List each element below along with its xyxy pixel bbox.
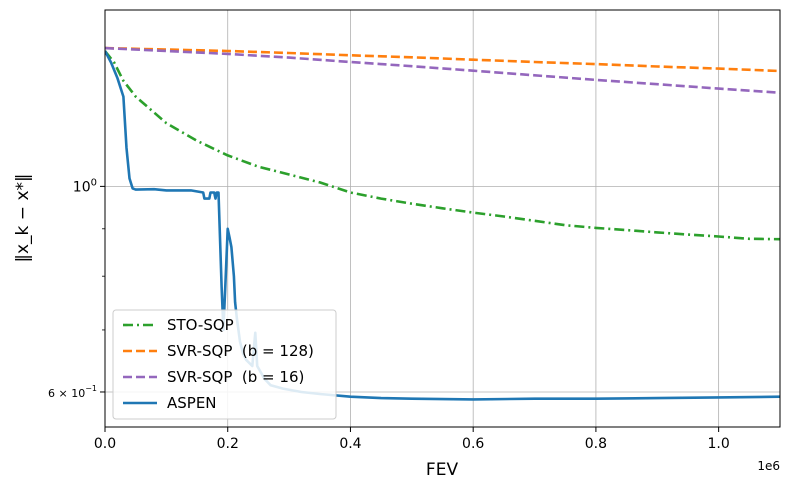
x-offset-label: 1e6 [757, 459, 780, 473]
grid [104, 10, 780, 427]
legend: STO-SQP SVR-SQP (b = 128) SVR-SQP (b = 16)… [112, 309, 337, 420]
x-axis: 0.0 0.2 0.4 0.6 0.8 1.0 [94, 427, 730, 452]
y-axis: 100 6 × 10−1 [48, 177, 105, 400]
series-line-3 [105, 50, 780, 401]
series-layer [105, 46, 780, 401]
x-tick-label: 0.0 [94, 436, 116, 452]
x-tick-label: 0.6 [462, 436, 484, 452]
legend-label-3: ASPEN [167, 394, 217, 412]
y-axis-title: ‖x_k − x*‖ [13, 173, 33, 262]
legend-box [112, 309, 337, 420]
x-axis-title: FEV [426, 460, 459, 480]
legend-label-2: SVR-SQP (b = 16) [167, 368, 304, 386]
x-tick-label: 1.0 [708, 436, 730, 452]
x-tick-label: 0.4 [339, 436, 361, 452]
y-tick-label: 100 [73, 177, 97, 195]
series-line-2 [105, 46, 780, 94]
x-tick-label: 0.2 [217, 436, 239, 452]
legend-label-1: SVR-SQP (b = 128) [167, 342, 314, 360]
y-tick-label: 6 × 10−1 [48, 384, 97, 400]
x-tick-label: 0.8 [585, 436, 607, 452]
series-line-1 [105, 46, 780, 73]
plot-frame [104, 9, 781, 428]
legend-label-0: STO-SQP [167, 316, 234, 334]
series-line-0 [105, 50, 780, 241]
